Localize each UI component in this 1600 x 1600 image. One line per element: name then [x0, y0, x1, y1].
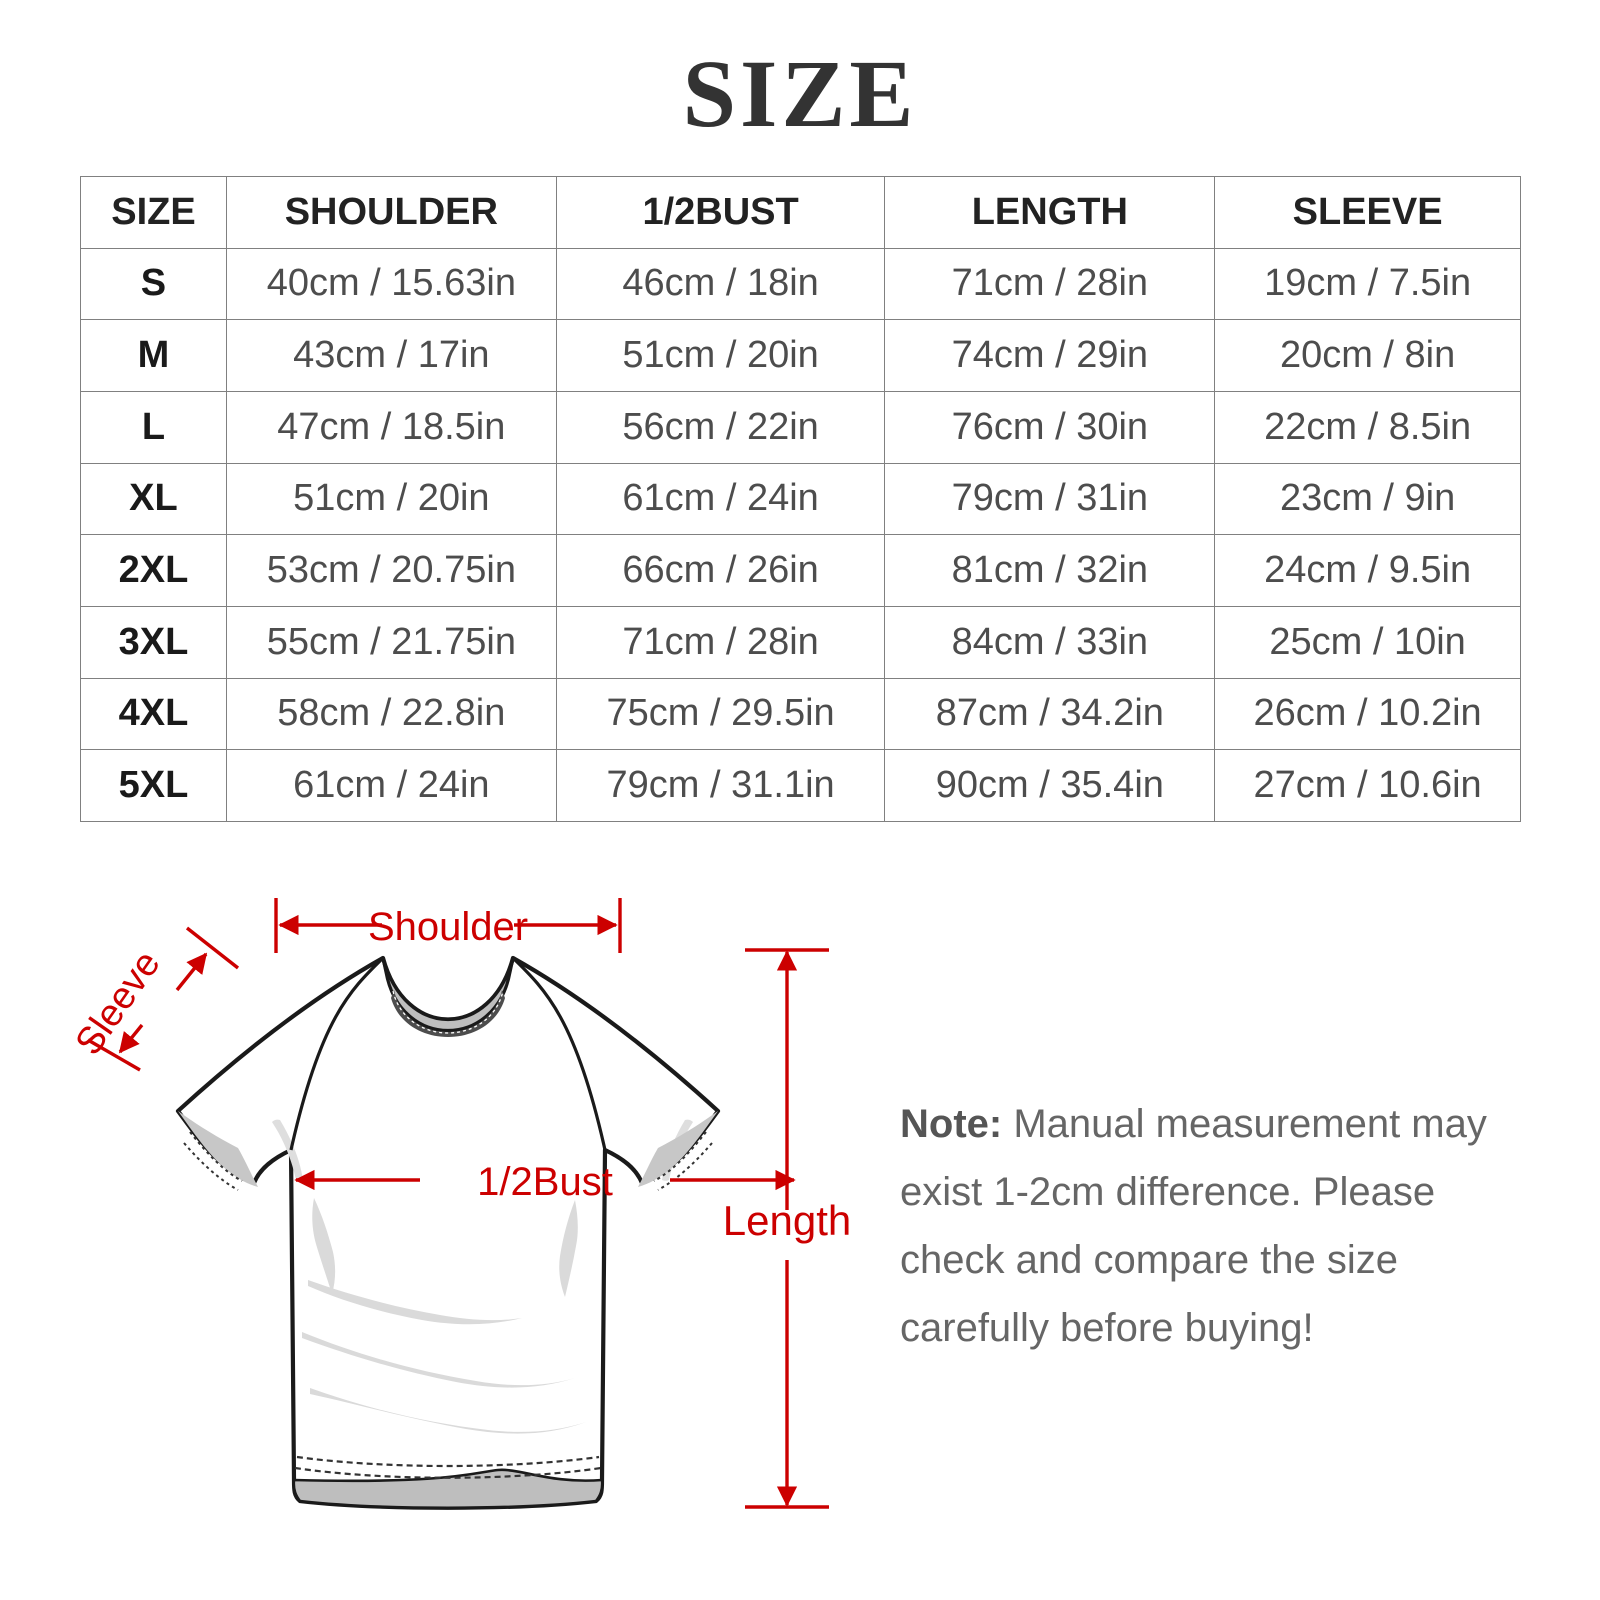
svg-text:1/2Bust: 1/2Bust	[477, 1160, 613, 1204]
svg-text:Sleeve: Sleeve	[68, 943, 169, 1062]
svg-text:Shoulder: Shoulder	[368, 905, 528, 949]
svg-text:Length: Length	[723, 1197, 851, 1244]
